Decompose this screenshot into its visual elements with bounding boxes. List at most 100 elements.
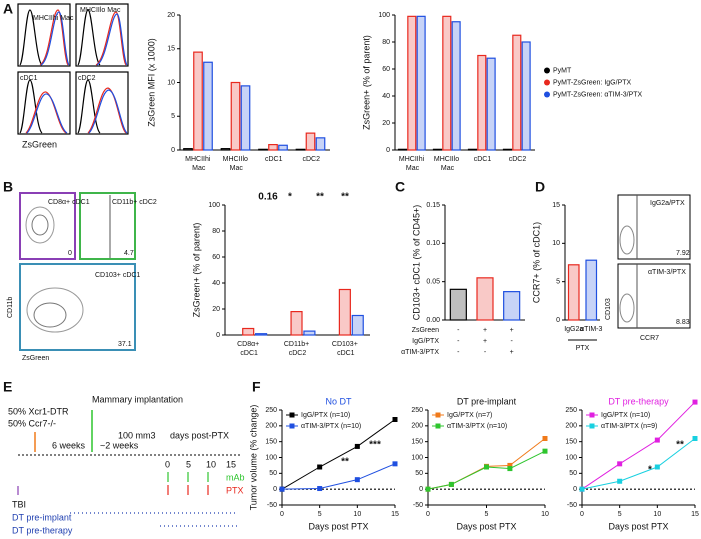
y-axis-label: Tumor volume (% change) [248, 405, 258, 511]
bar [476, 277, 494, 321]
bar [502, 148, 513, 151]
y-tick-label: 100 [565, 454, 577, 461]
y-tick-label: 60 [382, 66, 390, 73]
gate-freq: 7.92 [676, 250, 690, 257]
diagram-text: 0 [165, 459, 170, 469]
bar [585, 259, 598, 321]
table-cell: ZsGreen [412, 327, 439, 334]
bar [521, 41, 531, 151]
hist-curve [96, 13, 128, 66]
x-axis-label: Days post PTX [456, 521, 516, 531]
x-tick-label: 10 [541, 511, 549, 518]
table-cell: IgG/PTX [412, 338, 439, 345]
marker [354, 477, 360, 483]
y-tick-label: -50 [413, 502, 423, 509]
panel-letter: E [3, 379, 12, 395]
x-tick-label: 0 [580, 511, 584, 518]
hist-label: MHCIIhi Mac [33, 15, 74, 22]
y-tick-label: 50 [569, 470, 577, 477]
table-cell: + [510, 349, 514, 356]
y-tick-label: 250 [265, 407, 277, 414]
y-tick-label: 80 [382, 39, 390, 46]
line [581, 438, 696, 490]
bar [351, 314, 364, 336]
table-cell: - [457, 338, 460, 345]
diagram-text: Mammary implantation [92, 394, 183, 404]
y-axis-label: CD103+ cDC1 (% of CD45+) [411, 205, 421, 321]
y-tick-label: 100 [411, 454, 423, 461]
y-tick-label: 200 [411, 423, 423, 430]
label-line: MHCIIlo [434, 156, 461, 163]
x-tick-label: 0 [426, 511, 430, 518]
panel-letter: A [3, 1, 13, 17]
x-tick-label: CD103+ cDC1 [332, 341, 360, 357]
diagram-text: 10 [206, 459, 216, 469]
bar [338, 288, 351, 336]
label-line: MHCIIhi [399, 156, 426, 163]
label-line: Mac [230, 165, 244, 172]
y-tick-label: 40 [382, 93, 390, 100]
x-tick-label: 5 [318, 511, 322, 518]
annotation: * [648, 465, 652, 476]
legend-label: αTIM-3/PTX (n=10) [447, 423, 507, 430]
y-tick-label: 0 [386, 147, 390, 154]
y-tick-label: 150 [565, 439, 577, 446]
y-tick-label: 150 [265, 439, 277, 446]
marker [484, 464, 489, 470]
bar [407, 15, 417, 151]
y-tick-label: 0.10 [426, 240, 440, 247]
axis-label: CCR7 [640, 335, 659, 342]
marker [279, 486, 285, 492]
bar [416, 15, 426, 151]
flow-label: αTIM-3/PTX [648, 269, 686, 276]
label-line: Mac [406, 165, 420, 172]
diagram-text: 6 weeks [52, 440, 86, 450]
hist-curve [39, 9, 69, 66]
chart-title: DT pre-implant [457, 396, 517, 406]
hist-label: cDC1 [20, 75, 38, 82]
y-tick-label: 0 [556, 317, 560, 324]
bar [268, 144, 278, 151]
marker [654, 464, 660, 470]
y-tick-label: 0 [171, 147, 175, 154]
table-cell: - [484, 349, 487, 356]
y-tick-label: 0.05 [426, 279, 440, 286]
marker [542, 448, 548, 454]
arrows [17, 472, 238, 527]
legend-label: PyMT [553, 67, 572, 74]
gate-label: CD11b+ cDC2 [112, 199, 157, 206]
axis-label: CD11b [7, 297, 14, 318]
marker [654, 437, 660, 443]
label-line: CD11b+ [284, 341, 311, 348]
y-tick-label: 10 [552, 240, 560, 247]
panel-letter: C [395, 179, 405, 195]
bar [477, 54, 487, 151]
bar [255, 333, 268, 336]
legend-marker [289, 412, 295, 418]
legend-label: PyMT-ZsGreen: αTIM-3/PTX [553, 91, 643, 98]
y-tick-label: 15 [167, 46, 175, 53]
bar [512, 34, 522, 151]
label-line: Mac [441, 165, 455, 172]
bar [567, 264, 580, 321]
marker [317, 486, 323, 492]
gate-box [19, 263, 136, 351]
legend-marker [544, 79, 550, 86]
axis-label: CD103 [605, 298, 612, 320]
histograms [17, 3, 129, 135]
y-tick-label: 200 [265, 423, 277, 430]
x-tick-label: MHCIIhi Mac [185, 156, 212, 172]
table-cell: - [457, 327, 460, 334]
x-axis-label: PTX [576, 345, 590, 352]
diagram-text: DT pre-therapy [12, 525, 73, 535]
diagram-text: ~2 weeks [100, 440, 139, 450]
label-line: MHCIIhi [185, 156, 212, 163]
marker [542, 436, 548, 441]
bar [290, 311, 303, 336]
gate-freq: 37.1 [118, 341, 132, 348]
y-tick-label: 0 [573, 486, 577, 493]
table-cell: αTIM-3/PTX [401, 349, 439, 356]
diagram-text: mAb [226, 472, 245, 482]
marker [354, 443, 360, 449]
y-tick-label: 5 [556, 279, 560, 286]
